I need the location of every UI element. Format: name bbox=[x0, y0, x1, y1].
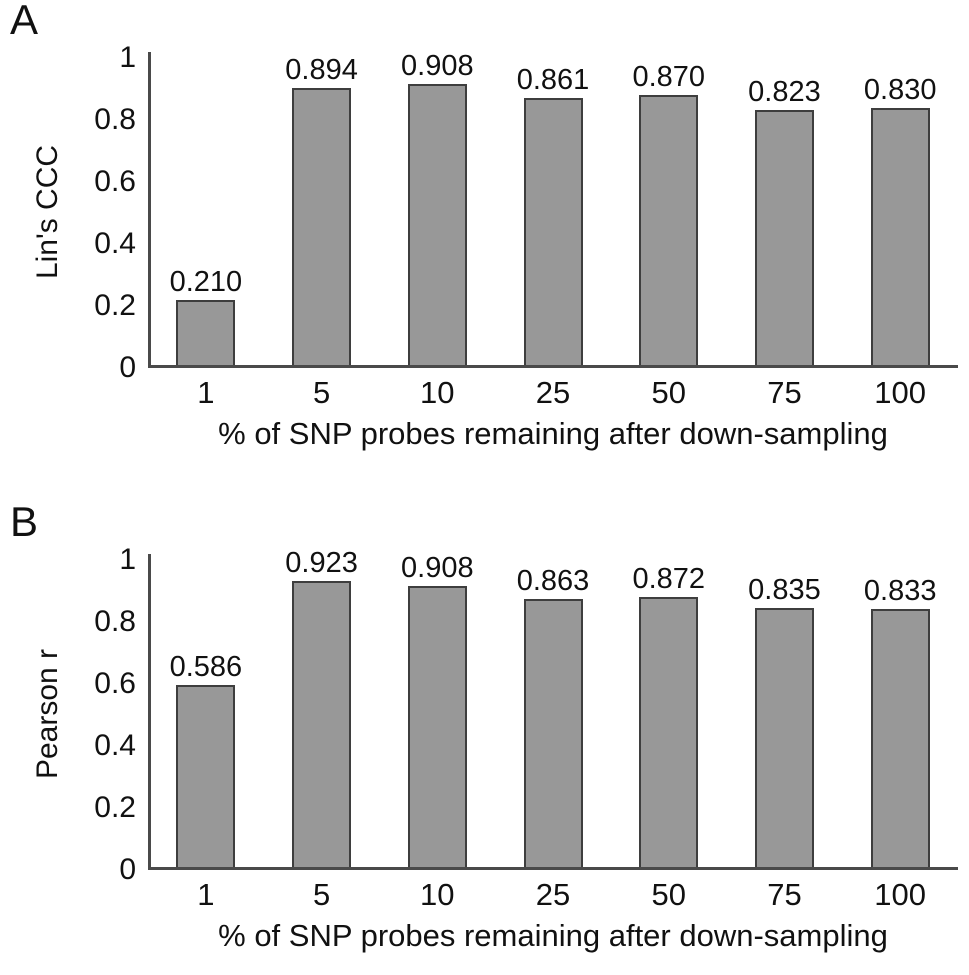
bar-value-label: 0.210 bbox=[169, 265, 243, 298]
bar-value-label: 0.870 bbox=[632, 61, 706, 94]
y-tick-label: 1 bbox=[119, 41, 136, 74]
bar: 0.823 bbox=[748, 77, 821, 365]
x-axis-title: % of SNP probes remaining after down-sam… bbox=[218, 918, 888, 953]
panel-letter-b: B bbox=[10, 498, 39, 545]
y-tick-label: 0.2 bbox=[94, 289, 136, 322]
bar-slot: 0.861 bbox=[495, 55, 611, 365]
bar-value-label: 0.923 bbox=[285, 546, 358, 579]
plot-area: 0.586 0.923 0.908 0.863 0.872 0.835 0.833 bbox=[148, 548, 958, 870]
x-tick-label: 100 bbox=[874, 877, 927, 912]
bar-value-label: 0.863 bbox=[516, 565, 590, 598]
y-axis-line bbox=[148, 554, 151, 870]
x-tick-labels: 1 5 10 25 50 75 100 bbox=[148, 376, 958, 410]
x-tick-labels: 1 5 10 25 50 75 100 bbox=[148, 878, 958, 912]
bar-value-label: 0.908 bbox=[401, 551, 474, 584]
bar-slot: 0.823 bbox=[727, 55, 843, 365]
x-tick-label: 1 bbox=[197, 877, 215, 912]
y-tick-label: 0.6 bbox=[94, 667, 136, 700]
bar: 0.833 bbox=[864, 576, 936, 867]
bar: 0.872 bbox=[632, 564, 705, 867]
bar: 0.870 bbox=[632, 63, 705, 365]
y-tick-label: 0.8 bbox=[94, 605, 136, 638]
y-tick-label: 0.4 bbox=[94, 729, 136, 762]
x-axis-title: % of SNP probes remaining after down-sam… bbox=[218, 416, 888, 451]
bar-value-label: 0.894 bbox=[285, 53, 358, 86]
bar-slot: 0.923 bbox=[264, 548, 380, 867]
x-tick-label: 75 bbox=[767, 375, 802, 410]
bar-slot: 0.908 bbox=[379, 51, 495, 365]
bar-series: 0.210 0.894 0.908 0.861 0.870 0.823 0.830 bbox=[148, 51, 958, 365]
y-tick-label: 0.6 bbox=[94, 165, 136, 198]
bar-slot: 0.210 bbox=[148, 55, 264, 365]
x-tick-label: 50 bbox=[651, 877, 686, 912]
bar: 0.908 bbox=[401, 51, 474, 365]
y-tick-label: 0 bbox=[119, 853, 136, 886]
x-tick-label: 5 bbox=[312, 375, 331, 410]
y-tick-label: 0.8 bbox=[94, 103, 136, 136]
bar-value-label: 0.861 bbox=[516, 64, 590, 97]
bar: 0.835 bbox=[748, 576, 821, 867]
bar: 0.861 bbox=[517, 66, 589, 365]
y-axis-line bbox=[148, 52, 151, 368]
panel-b: B Pearson r 0 0.2 0.4 0.6 0.8 1 0.586 0.923 0.9… bbox=[0, 498, 969, 975]
x-tick-label: 10 bbox=[420, 877, 455, 912]
y-tick-label: 0.2 bbox=[94, 791, 136, 824]
x-tick-label: 25 bbox=[535, 877, 571, 912]
bar: 0.923 bbox=[285, 548, 358, 867]
bar-value-label: 0.908 bbox=[401, 49, 474, 82]
x-axis-line bbox=[148, 365, 958, 368]
y-tick-labels: 0 0.2 0.4 0.6 0.8 1 bbox=[0, 545, 136, 885]
x-tick-label: 1 bbox=[197, 375, 215, 410]
y-tick-label: 1 bbox=[119, 543, 136, 576]
bar-slot: 0.872 bbox=[611, 557, 727, 867]
bar-value-label: 0.872 bbox=[632, 562, 706, 595]
plot-area: 0.210 0.894 0.908 0.861 0.870 0.823 0.830 bbox=[148, 51, 958, 368]
bar-slot: 0.870 bbox=[611, 55, 727, 365]
bar: 0.894 bbox=[285, 55, 358, 365]
panel-letter-a: A bbox=[10, 0, 39, 43]
y-tick-labels: 0 0.2 0.4 0.6 0.8 1 bbox=[0, 43, 136, 383]
bar: 0.830 bbox=[864, 75, 936, 365]
bar-value-label: 0.833 bbox=[863, 574, 937, 607]
x-tick-label: 25 bbox=[535, 375, 571, 410]
bar-value-label: 0.830 bbox=[863, 73, 937, 106]
x-tick-label: 100 bbox=[874, 375, 927, 410]
bar-value-label: 0.835 bbox=[748, 574, 821, 607]
bar: 0.908 bbox=[401, 553, 474, 867]
bar-value-label: 0.586 bbox=[169, 651, 243, 684]
panel-a: A Lin's CCC 0 0.2 0.4 0.6 0.8 1 0.210 0.894 0.9… bbox=[0, 0, 969, 473]
bar-series: 0.586 0.923 0.908 0.863 0.872 0.835 0.833 bbox=[148, 548, 958, 867]
bar-slot: 0.863 bbox=[495, 557, 611, 867]
y-tick-label: 0 bbox=[119, 351, 136, 384]
x-tick-label: 50 bbox=[651, 375, 686, 410]
bar: 0.210 bbox=[170, 267, 242, 365]
x-axis-line bbox=[148, 867, 958, 870]
bar-slot: 0.830 bbox=[842, 55, 958, 365]
bar-slot: 0.835 bbox=[727, 557, 843, 867]
bar-slot: 0.586 bbox=[148, 557, 264, 867]
bar-slot: 0.894 bbox=[264, 55, 380, 365]
bar-slot: 0.908 bbox=[379, 553, 495, 867]
x-tick-label: 75 bbox=[767, 877, 802, 912]
bar: 0.863 bbox=[517, 567, 589, 867]
y-tick-label: 0.4 bbox=[94, 227, 136, 260]
bar-value-label: 0.823 bbox=[748, 75, 821, 108]
x-tick-label: 5 bbox=[312, 877, 331, 912]
bar: 0.586 bbox=[170, 653, 242, 867]
bar-slot: 0.833 bbox=[842, 557, 958, 867]
x-tick-label: 10 bbox=[420, 375, 455, 410]
